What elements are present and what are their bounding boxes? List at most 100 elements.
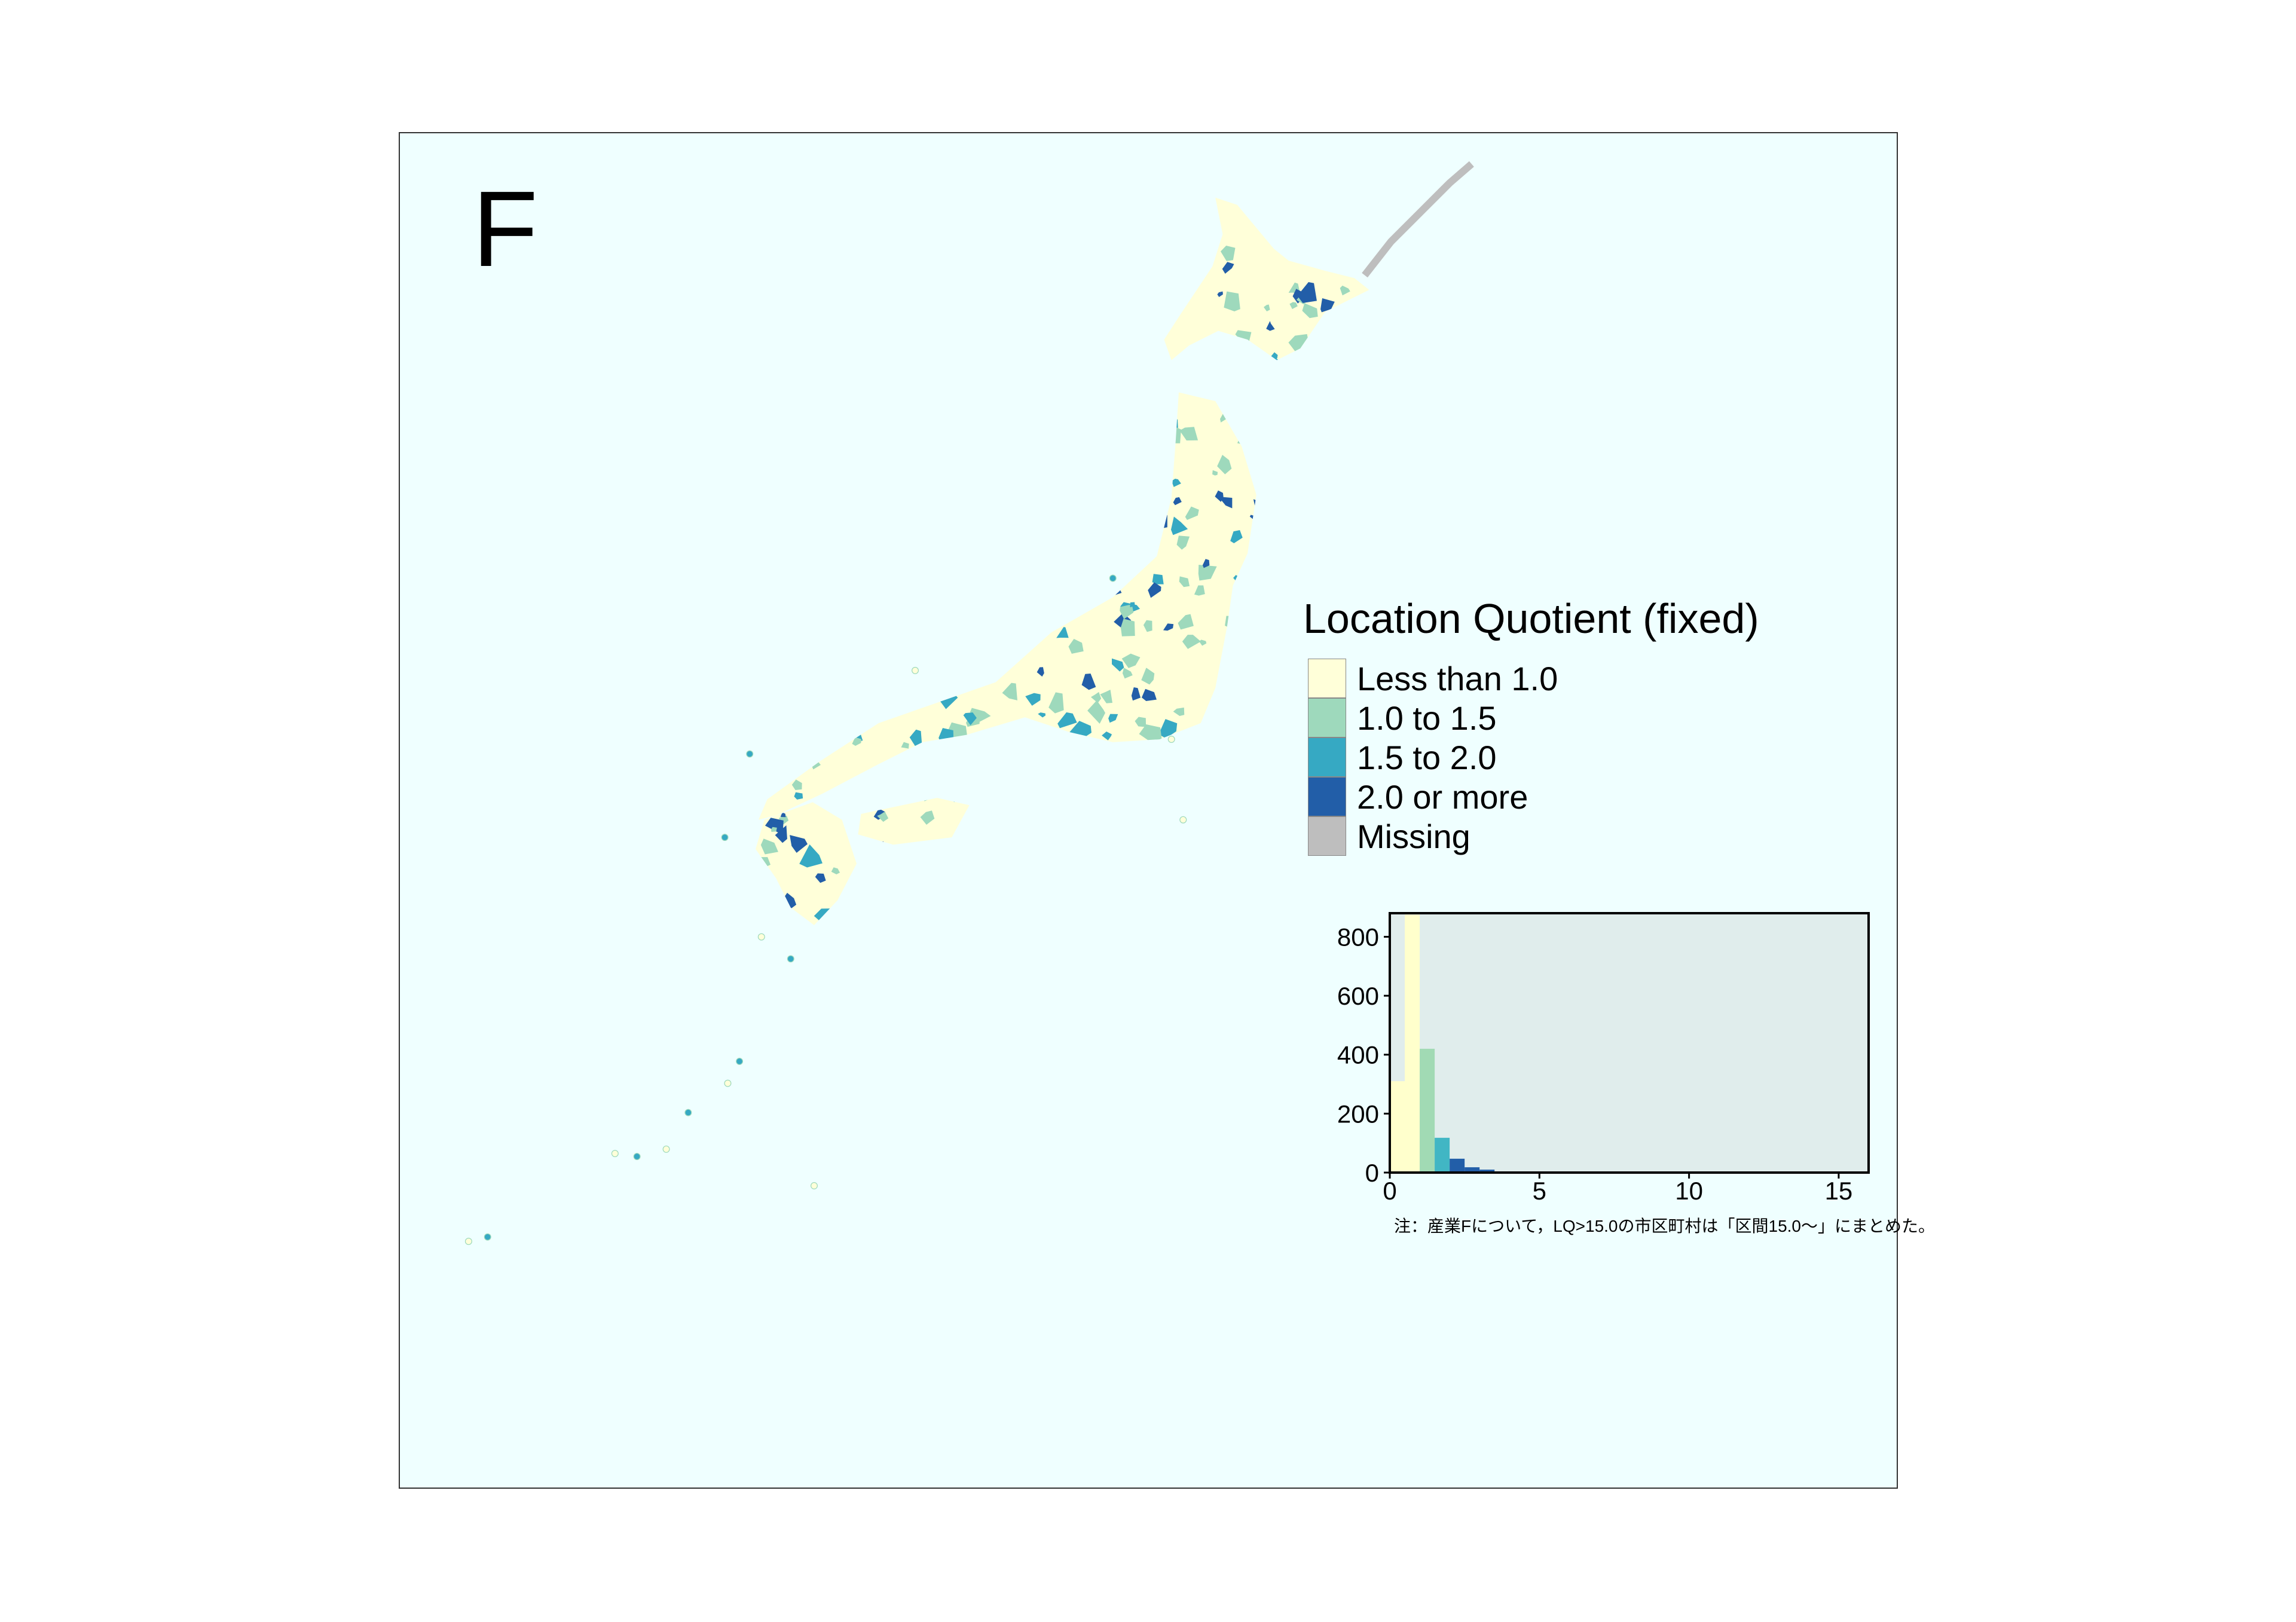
municipality-patch <box>790 835 808 853</box>
x-tick-label: 0 <box>1383 1177 1396 1205</box>
island <box>912 666 919 674</box>
municipality-patch <box>1289 302 1298 310</box>
y-tick-label: 600 <box>1337 982 1379 1010</box>
island <box>464 1238 472 1245</box>
island <box>736 1057 744 1065</box>
legend-item-missing: Missing <box>1308 816 1470 856</box>
municipality-patch <box>1202 559 1210 568</box>
municipality-patch <box>1002 683 1017 700</box>
municipality-patch <box>1122 668 1133 679</box>
municipality-patch <box>1215 490 1224 502</box>
municipality-patch <box>1102 731 1112 740</box>
island <box>633 1153 641 1161</box>
legend-label: 2.0 or more <box>1357 778 1528 816</box>
island <box>1179 816 1187 824</box>
municipality-patch <box>778 815 789 825</box>
municipality-patch <box>1178 614 1194 630</box>
municipality-patch <box>1100 689 1112 703</box>
municipality-patch <box>1120 619 1135 636</box>
municipality-patch <box>1173 497 1182 506</box>
legend-item-2-or-more: 2.0 or more <box>1308 777 1528 816</box>
municipality-patch <box>1170 516 1188 535</box>
municipality-patch <box>1217 291 1223 297</box>
y-tick-label: 400 <box>1337 1041 1379 1069</box>
histogram-plot-area <box>1390 913 1869 1173</box>
municipality-patch <box>1297 282 1317 304</box>
island <box>484 1233 491 1241</box>
legend-swatch <box>1308 777 1346 816</box>
municipality-patch <box>1264 304 1270 311</box>
municipality-patch <box>1235 330 1252 342</box>
municipality-patch <box>1171 478 1181 487</box>
municipality-patch <box>1320 298 1335 313</box>
municipality-patch <box>1198 565 1217 581</box>
municipality-patch <box>877 811 889 822</box>
island <box>787 955 794 963</box>
municipality-patch <box>799 844 823 868</box>
municipality-patch <box>1163 623 1174 631</box>
municipality-patch <box>815 873 826 883</box>
x-tick-label: 15 <box>1825 1177 1853 1205</box>
municipality-patch <box>1143 620 1152 632</box>
island <box>662 1145 670 1153</box>
legend-item-less-than-1: Less than 1.0 <box>1308 659 1558 698</box>
municipality-patch <box>1173 707 1185 717</box>
municipality-patch <box>1179 576 1190 587</box>
municipality-patch <box>852 737 861 746</box>
municipality-patch <box>780 812 786 818</box>
municipality-patch <box>1185 506 1199 521</box>
municipality-patch <box>1139 724 1162 742</box>
municipality-patch <box>920 810 935 825</box>
municipality-patch <box>1037 667 1044 677</box>
municipality-patch <box>1148 582 1161 598</box>
municipality-patch <box>791 779 802 790</box>
municipality-patch <box>1158 719 1178 739</box>
municipality-patch <box>1270 352 1278 361</box>
island <box>757 933 765 941</box>
municipality-patch <box>1108 714 1118 723</box>
histogram-bar <box>1405 914 1420 1173</box>
kuril-islands <box>1362 161 1474 278</box>
histogram-note: 注：産業Fについて，LQ>15.0の市区町村は「区間15.0～」にまとめた。 <box>1394 1217 1936 1235</box>
municipality-patch <box>1048 692 1064 714</box>
legend-title: Location Quotient (fixed) <box>1303 595 1759 642</box>
municipality-patch <box>1056 627 1069 638</box>
island <box>810 1182 818 1190</box>
municipality-patch <box>1302 303 1318 319</box>
municipality-patch <box>794 792 803 800</box>
municipality-patch <box>1121 653 1141 668</box>
legend-swatch <box>1308 816 1346 856</box>
histogram-bar <box>1479 1170 1495 1173</box>
island <box>1167 735 1175 743</box>
municipality-patch <box>771 827 777 833</box>
island <box>724 1079 732 1087</box>
legend-swatch <box>1308 698 1346 737</box>
municipality-patch <box>1199 639 1207 646</box>
y-tick-label: 0 <box>1365 1159 1379 1187</box>
municipality-patch <box>1130 602 1135 608</box>
island <box>1109 574 1117 582</box>
municipality-patch <box>1068 638 1084 654</box>
municipality-patch <box>1081 673 1096 690</box>
municipality-patch <box>1141 668 1155 685</box>
histogram-bar <box>1390 1081 1405 1173</box>
y-tick-label: 800 <box>1337 923 1379 951</box>
island <box>611 1150 619 1158</box>
municipality-patch <box>1131 687 1141 701</box>
small-islands <box>464 574 1187 1245</box>
island <box>684 1109 692 1116</box>
municipality-patch <box>1217 455 1232 475</box>
municipality-patch <box>775 825 787 843</box>
municipality-patch <box>1141 688 1157 702</box>
histogram-bar <box>1465 1167 1480 1173</box>
municipality-patch <box>1087 700 1105 724</box>
histogram-bar <box>1420 1048 1435 1173</box>
municipality-patch <box>765 818 784 833</box>
legend-item-1-to-1-5: 1.0 to 1.5 <box>1308 698 1497 737</box>
municipality-patch <box>1266 321 1275 331</box>
legend-swatch <box>1308 659 1346 698</box>
municipality-patch <box>1135 717 1147 727</box>
legend-label: Less than 1.0 <box>1357 659 1558 697</box>
municipality-patch <box>1179 427 1199 441</box>
